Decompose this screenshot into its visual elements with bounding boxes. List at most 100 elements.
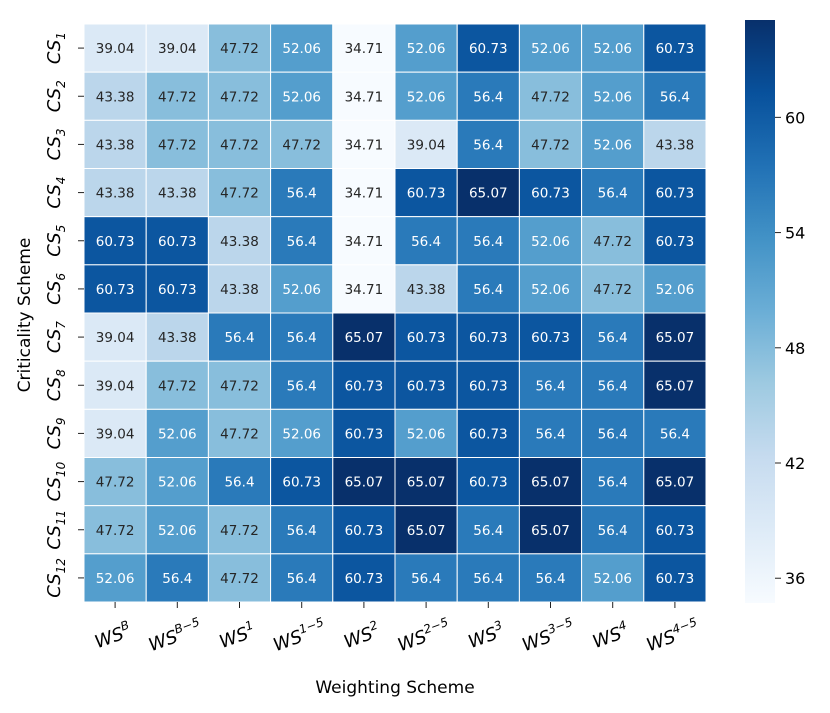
cell-value-label: 47.72 — [158, 137, 197, 153]
heatmap-cell — [145, 23, 209, 73]
heatmap-cell — [518, 408, 583, 459]
y-axis-label: Criticality Scheme — [15, 238, 35, 393]
cell-value-label: 52.06 — [593, 41, 632, 57]
cell-value-label: 34.71 — [345, 186, 384, 202]
cell-value-label: 65.07 — [407, 523, 446, 539]
heatmap-cell — [518, 23, 583, 73]
cell-value-label: 60.73 — [345, 523, 384, 539]
heatmap-cell — [643, 457, 707, 507]
cell-value-label: 52.06 — [656, 282, 695, 298]
heatmap-cell — [456, 71, 520, 121]
cell-value-label: 43.38 — [407, 282, 446, 298]
cell-value-label: 34.71 — [345, 282, 384, 298]
cell-value-label: 47.72 — [282, 137, 321, 153]
cell-value-label: 60.73 — [158, 282, 197, 298]
heatmap-cell — [518, 505, 583, 555]
cell-value-label: 65.07 — [407, 475, 446, 491]
heatmap-cell — [332, 119, 396, 170]
cell-value-label: 60.73 — [345, 571, 384, 587]
cell-value-label: 47.72 — [96, 523, 135, 539]
cell-value-label: 60.73 — [407, 330, 446, 346]
cell-value-label: 60.73 — [158, 234, 197, 250]
cell-value-label: 65.07 — [531, 475, 570, 491]
cell-value-label: 39.04 — [96, 426, 135, 442]
cell-value-label: 52.06 — [158, 475, 197, 491]
heatmap-cell — [83, 168, 147, 218]
cell-value-label: 52.06 — [158, 426, 197, 442]
heatmap-cell — [145, 216, 209, 266]
heatmap-cell — [207, 408, 272, 459]
cell-value-label: 60.73 — [531, 330, 570, 346]
cell-value-label: 43.38 — [96, 186, 135, 202]
heatmap-cell — [332, 216, 396, 266]
cell-value-label: 60.73 — [469, 475, 508, 491]
heatmap-cell — [456, 408, 520, 459]
cell-value-label: 43.38 — [656, 137, 695, 153]
cell-value-label: 56.4 — [598, 186, 628, 202]
cell-value-label: 52.06 — [158, 523, 197, 539]
heatmap-cell — [518, 71, 583, 121]
cell-value-label: 47.72 — [220, 186, 259, 202]
heatmap-cell — [581, 312, 645, 362]
cell-value-label: 52.06 — [531, 282, 570, 298]
cell-value-label: 52.06 — [531, 234, 570, 250]
cell-value-label: 56.4 — [287, 378, 317, 394]
cell-value-label: 60.73 — [531, 186, 570, 202]
heatmap-cell — [643, 119, 707, 170]
cell-value-label: 60.73 — [656, 571, 695, 587]
heatmap-cell — [643, 71, 707, 121]
cell-value-label: 52.06 — [593, 571, 632, 587]
cell-value-label: 65.07 — [656, 475, 695, 491]
heatmap-cells: 39.04 39.04 47.72 52.06 34.71 52.06 60.73 52.06… — [83, 23, 707, 603]
cell-value-label: 56.4 — [473, 282, 503, 298]
heatmap-cell — [581, 216, 645, 266]
heatmap-cell — [581, 408, 645, 459]
cell-value-label: 34.71 — [345, 89, 384, 105]
x-tick-label: WS4−5 — [643, 615, 702, 656]
heatmap-cell — [270, 71, 334, 121]
heatmap-cell — [456, 168, 520, 218]
cell-value-label: 60.73 — [656, 41, 695, 57]
heatmap-cell — [207, 23, 272, 73]
heatmap-cell — [643, 312, 707, 362]
cell-value-label: 65.07 — [656, 330, 695, 346]
heatmap-cell — [145, 360, 209, 410]
cell-value-label: 56.4 — [224, 330, 254, 346]
colorbar-tick-label: 54 — [785, 224, 805, 243]
cell-value-label: 56.4 — [287, 330, 317, 346]
heatmap-cell — [643, 360, 707, 410]
cell-value-label: 47.72 — [158, 378, 197, 394]
heatmap-cell — [332, 457, 396, 507]
y-tick-label: CS10 — [44, 461, 68, 501]
cell-value-label: 65.07 — [345, 330, 384, 346]
cell-value-label: 47.72 — [220, 137, 259, 153]
cell-value-label: 56.4 — [473, 523, 503, 539]
heatmap-cell — [581, 168, 645, 218]
cell-value-label: 56.4 — [287, 186, 317, 202]
heatmap-cell — [83, 264, 147, 314]
y-tick-label: CS2 — [44, 80, 68, 112]
heatmap-cell — [643, 505, 707, 555]
cell-value-label: 56.4 — [535, 571, 565, 587]
cell-value-label: 56.4 — [660, 426, 690, 442]
heatmap-cell — [332, 264, 396, 314]
cell-value-label: 47.72 — [220, 523, 259, 539]
cell-value-label: 56.4 — [287, 523, 317, 539]
cell-value-label: 60.73 — [282, 475, 321, 491]
heatmap-cell — [332, 360, 396, 410]
cell-value-label: 56.4 — [598, 378, 628, 394]
cell-value-label: 56.4 — [473, 89, 503, 105]
cell-value-label: 52.06 — [531, 41, 570, 57]
heatmap-cell — [456, 505, 520, 555]
cell-value-label: 56.4 — [287, 234, 317, 250]
cell-value-label: 47.72 — [593, 234, 632, 250]
cell-value-label: 56.4 — [473, 571, 503, 587]
cell-value-label: 56.4 — [287, 571, 317, 587]
cell-value-label: 47.72 — [531, 89, 570, 105]
cell-value-label: 52.06 — [593, 89, 632, 105]
cell-value-label: 39.04 — [96, 330, 135, 346]
cell-value-label: 56.4 — [660, 89, 690, 105]
heatmap-cell — [270, 264, 334, 314]
y-tick-label: CS11 — [44, 510, 68, 550]
y-tick-label: CS5 — [44, 225, 68, 257]
